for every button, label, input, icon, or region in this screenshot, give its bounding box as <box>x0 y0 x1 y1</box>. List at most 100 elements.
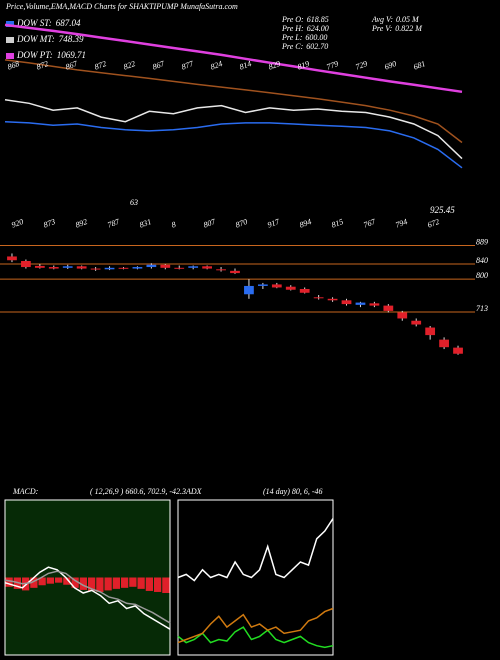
histogram-bar <box>30 577 38 588</box>
panel <box>177 499 334 656</box>
top-label: 779 <box>325 59 339 72</box>
stat-value: 600.00 <box>305 33 327 42</box>
candle-body <box>258 284 268 286</box>
bottom-label: 672 <box>426 217 440 230</box>
stat-label: Avg V: <box>371 15 393 24</box>
candle-body <box>104 267 115 270</box>
bottom-label: 831 <box>138 217 152 230</box>
top-label: 877 <box>180 59 195 72</box>
histogram-bar <box>63 577 71 585</box>
series-line <box>4 99 463 160</box>
candle-body <box>48 267 59 269</box>
stat-value: 602.70 <box>306 42 328 51</box>
stat: Avg V: 0.05 M <box>371 15 420 24</box>
candle-body <box>90 268 101 270</box>
stat: Pre H: 624.00 <box>281 24 329 33</box>
candle-body <box>341 300 352 305</box>
histogram-bar <box>79 577 87 590</box>
panel-subtitle: (14 day) 80, 6, -46 <box>263 487 323 496</box>
legend-entry: DOW MT: 748.39 <box>16 34 84 44</box>
legend-value: 1069.71 <box>57 50 86 60</box>
top-label: 822 <box>122 59 136 72</box>
histogram-bar <box>38 577 46 586</box>
stat-label: Pre C: <box>281 42 304 51</box>
histogram-bar <box>129 577 137 587</box>
series-line <box>4 120 463 169</box>
candle-body <box>285 286 296 290</box>
bottom-label: 767 <box>362 217 377 230</box>
y-tick-label: 713 <box>476 304 488 313</box>
bottom-label: 8 <box>170 220 177 230</box>
annotation: 925.45 <box>430 205 455 215</box>
stat: Pre O: 618.85 <box>281 15 329 24</box>
top-label: 819 <box>296 59 310 72</box>
top-label: 729 <box>354 59 368 72</box>
candle-body <box>299 288 310 293</box>
stat-value: 0.05 M <box>396 15 420 24</box>
y-tick-label: 800 <box>476 271 488 280</box>
stat-value: 624.00 <box>307 24 329 33</box>
stat-label: Pre H: <box>281 24 304 33</box>
stat-value: 618.85 <box>307 15 329 24</box>
series-line <box>4 570 171 624</box>
candle-body <box>397 312 408 319</box>
series-line <box>177 626 334 649</box>
stat-value: 0.822 M <box>395 24 423 33</box>
top-label: 824 <box>209 59 223 72</box>
bottom-label: 815 <box>330 217 344 230</box>
legend-entry: DOW PT: 1069.71 <box>16 50 86 60</box>
bottom-label: 794 <box>394 217 408 230</box>
top-label: 681 <box>412 59 426 72</box>
legend-value: 687.04 <box>56 18 81 28</box>
top-label: 872 <box>93 59 107 72</box>
bottom-label: 917 <box>266 217 281 230</box>
histogram-bar <box>112 577 120 589</box>
bottom-label: 873 <box>42 217 56 230</box>
stat-label: Pre L: <box>281 33 303 42</box>
panel-subtitle: ( 12,26,9 ) 660.6, 702.9, -42.3 <box>90 487 186 496</box>
candle-body <box>118 267 129 269</box>
y-tick-label: 889 <box>476 237 488 246</box>
candle-body <box>202 266 212 269</box>
panel <box>4 499 171 656</box>
candle-body <box>76 266 87 269</box>
histogram-bar <box>154 577 162 592</box>
bottom-label: 807 <box>202 217 217 230</box>
histogram-bar <box>162 577 170 593</box>
candle-body <box>34 265 45 268</box>
candle-body <box>327 298 338 301</box>
series-line <box>4 566 171 630</box>
bottom-label: 894 <box>298 217 312 230</box>
histogram-bar <box>46 577 54 584</box>
histogram-bar <box>104 577 112 591</box>
bottom-label: 920 <box>10 217 24 230</box>
stat: Pre C: 602.70 <box>281 42 328 51</box>
histogram-bar <box>145 577 153 591</box>
stat-label: Pre V: <box>371 24 393 33</box>
candle-body <box>7 256 17 261</box>
candle-body <box>355 302 366 305</box>
top-label: 690 <box>383 59 397 72</box>
top-label: 867 <box>64 59 79 72</box>
top-label: 867 <box>151 59 166 72</box>
histogram-bar <box>88 577 96 591</box>
legend-entry: DOW ST: 687.04 <box>16 18 81 28</box>
stat: Pre L: 600.00 <box>281 33 327 42</box>
candle-body <box>188 266 199 268</box>
candle-body <box>411 320 422 325</box>
histogram-bar <box>137 577 145 589</box>
histogram-bar <box>55 577 63 583</box>
candle-body <box>62 266 73 268</box>
candle-body <box>369 303 380 306</box>
top-label: 829 <box>267 59 281 72</box>
bottom-label: 787 <box>106 217 121 230</box>
series-line <box>177 607 334 644</box>
candle-body <box>216 269 226 271</box>
chart-title: Price,Volume,EMA,MACD Charts for SHAKTIP… <box>5 2 238 11</box>
histogram-bar <box>71 577 79 588</box>
legend-label: DOW PT: <box>16 50 53 60</box>
bottom-label: 870 <box>234 217 248 230</box>
candle-body <box>132 267 143 269</box>
legend-swatch <box>6 21 14 27</box>
